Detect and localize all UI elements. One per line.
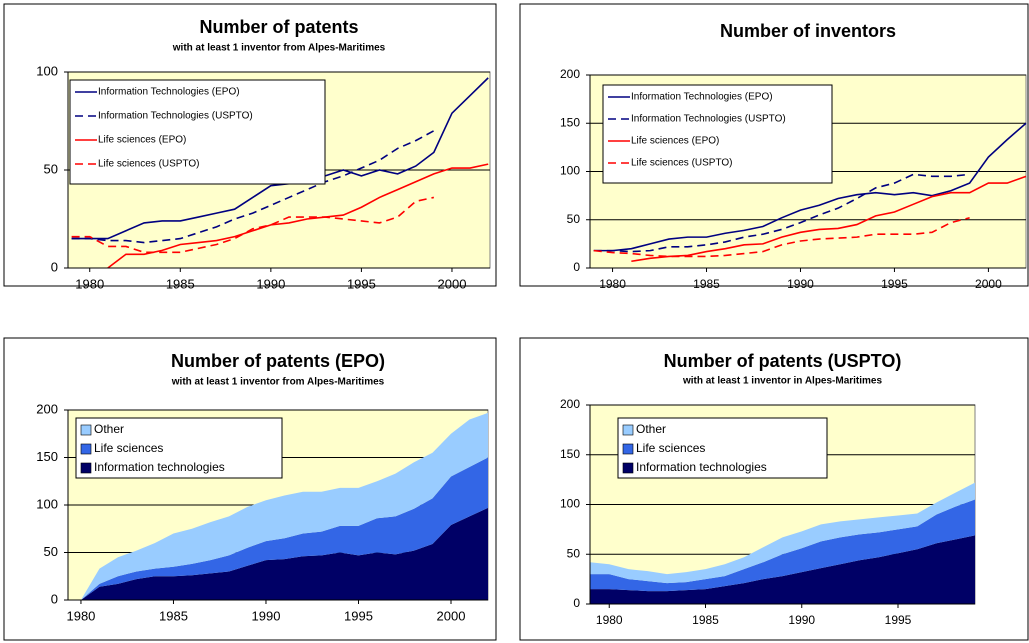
y-tick-label: 50 <box>567 212 581 226</box>
series-line <box>71 77 489 240</box>
y-tick-label: 50 <box>567 546 581 560</box>
chart-title: Number of patents (USPTO) <box>664 351 902 371</box>
legend-label: Life sciences <box>636 441 705 455</box>
legend <box>75 417 283 479</box>
x-tick-label: 1995 <box>347 276 376 291</box>
y-tick-label: 150 <box>560 447 580 461</box>
legend-label: Other <box>636 422 666 436</box>
series-line <box>71 196 435 254</box>
legend-swatch <box>80 462 92 474</box>
x-tick-label: 1985 <box>166 276 195 291</box>
x-tick-label: 2000 <box>437 608 466 623</box>
y-tick-label: 150 <box>560 115 580 129</box>
chart-subtitle: with at least 1 inventor from Alpes-Mari… <box>172 43 386 54</box>
legend-label: Information Technologies (EPO) <box>631 92 773 103</box>
series-line <box>631 175 1027 263</box>
legend-label: Life sciences (USPTO) <box>631 158 733 169</box>
series-area <box>80 457 488 600</box>
legend-label: Life sciences (USPTO) <box>98 159 200 170</box>
legend <box>69 79 326 185</box>
legend-swatch <box>80 443 92 455</box>
legend-label: Information Technologies (EPO) <box>98 87 240 98</box>
y-tick-label: 100 <box>560 497 580 511</box>
y-tick-label: 50 <box>44 161 58 176</box>
series-area <box>80 412 488 600</box>
legend-label: Life sciences (EPO) <box>98 135 186 146</box>
series-area <box>80 507 488 600</box>
y-tick-label: 0 <box>573 596 580 610</box>
x-tick-label: 1990 <box>256 276 285 291</box>
legend-label: Information Technologies (USPTO) <box>631 114 786 125</box>
y-tick-label: 100 <box>36 496 58 511</box>
chart-title: Number of patents <box>199 17 358 37</box>
x-tick-label: 1990 <box>788 613 815 627</box>
x-tick-label: 1985 <box>159 608 188 623</box>
legend-label: Information technologies <box>636 460 767 474</box>
series-area <box>590 482 975 584</box>
x-tick-label: 1990 <box>252 608 281 623</box>
series-area <box>590 499 975 592</box>
x-tick-label: 1985 <box>692 613 719 627</box>
chart-subtitle: with at least 1 inventor in Alpes-Mariti… <box>682 376 883 387</box>
series-line <box>593 217 970 258</box>
series-line <box>71 130 435 244</box>
x-tick-label: 1985 <box>693 277 720 291</box>
legend-label: Information Technologies (USPTO) <box>98 111 253 122</box>
chart-subtitle: with at least 1 inventor from Alpes-Mari… <box>171 377 385 388</box>
x-tick-label: 2000 <box>975 277 1002 291</box>
legend <box>602 84 833 184</box>
y-tick-label: 50 <box>44 544 58 559</box>
y-tick-label: 0 <box>51 591 58 606</box>
x-tick-label: 1995 <box>881 277 908 291</box>
y-tick-label: 100 <box>560 164 580 178</box>
y-tick-label: 200 <box>560 397 580 411</box>
y-tick-label: 200 <box>36 401 58 416</box>
y-tick-label: 100 <box>36 63 58 78</box>
series-line <box>107 163 489 269</box>
legend-swatch <box>80 424 92 436</box>
y-tick-label: 200 <box>560 67 580 81</box>
x-tick-label: 1980 <box>596 613 623 627</box>
chart-title: Number of patents (EPO) <box>171 351 385 371</box>
x-tick-label: 1995 <box>885 613 912 627</box>
legend-label: Other <box>94 422 124 436</box>
series-area <box>590 535 975 604</box>
series-line <box>593 122 1027 252</box>
legend-label: Information technologies <box>94 460 225 474</box>
y-tick-label: 0 <box>51 259 58 274</box>
x-tick-label: 1980 <box>75 276 104 291</box>
y-tick-label: 0 <box>573 260 580 274</box>
legend <box>617 417 828 479</box>
x-tick-label: 1980 <box>599 277 626 291</box>
y-tick-label: 150 <box>36 449 58 464</box>
legend-swatch <box>622 424 634 436</box>
x-tick-label: 1980 <box>66 608 95 623</box>
legend-label: Life sciences <box>94 441 163 455</box>
chart-title: Number of inventors <box>720 21 896 41</box>
legend-label: Life sciences (EPO) <box>631 136 719 147</box>
x-tick-label: 1990 <box>787 277 814 291</box>
x-tick-label: 2000 <box>438 276 467 291</box>
series-line <box>593 173 970 253</box>
legend-swatch <box>622 443 634 455</box>
x-tick-label: 1995 <box>344 608 373 623</box>
legend-swatch <box>622 462 634 474</box>
